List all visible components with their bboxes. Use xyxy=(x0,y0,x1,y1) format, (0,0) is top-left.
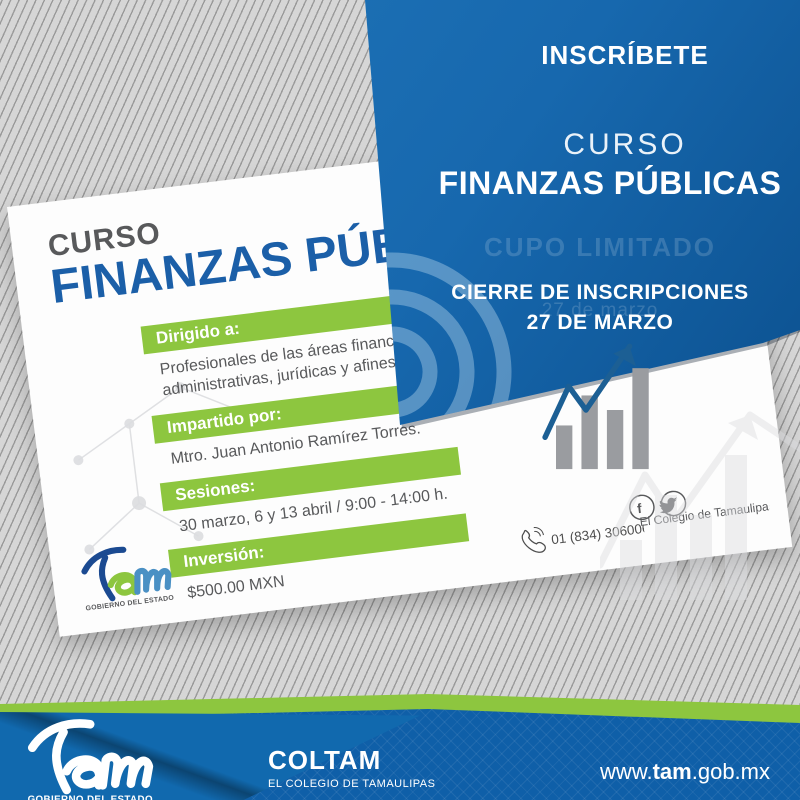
svg-text:GOBIERNO DEL ESTADO: GOBIERNO DEL ESTADO xyxy=(28,795,153,800)
